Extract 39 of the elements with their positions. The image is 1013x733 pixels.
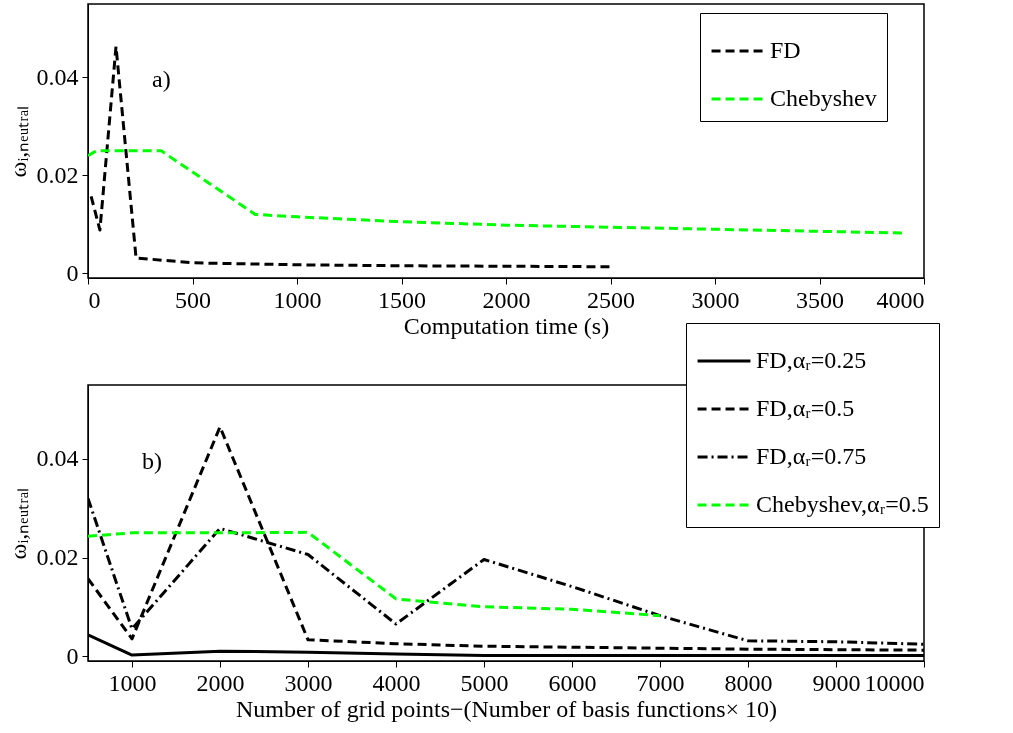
- x-tick-label: 8000: [724, 669, 773, 696]
- legend-label: FD,αᵣ=0.75: [756, 443, 867, 469]
- legend-label: FD,αᵣ=0.25: [756, 347, 867, 373]
- x-tick-label: 6000: [548, 669, 597, 696]
- annotation: a): [152, 66, 171, 92]
- y-tick-label: 0: [66, 642, 79, 669]
- y-tick-label: 0.04: [36, 63, 79, 90]
- y-tick-label: 0.04: [36, 445, 79, 472]
- y-tick-label: 0.02: [36, 161, 79, 188]
- x-tick-label: 1000: [273, 286, 322, 313]
- x-tick-label: 7000: [636, 669, 685, 696]
- x-tick-label: 500: [175, 286, 211, 313]
- legend-label: Chebyshev: [770, 85, 877, 111]
- x-tick-label: 0: [88, 286, 101, 313]
- line-series: [88, 530, 662, 618]
- x-tick-label: 3000: [284, 669, 333, 696]
- annotation: b): [142, 448, 162, 474]
- legend-label: FD,αᵣ=0.5: [756, 395, 855, 421]
- x-tick-label: 5000: [460, 669, 509, 696]
- y-tick-label: 0.02: [36, 544, 79, 570]
- x-axis-title: Number of grid points−(Number of basis functions× 10): [236, 695, 777, 722]
- x-tick-label: 2500: [587, 286, 635, 313]
- x-tick-label: 3500: [796, 286, 844, 313]
- x-tick-label: 2000: [196, 669, 245, 696]
- y-axis-title: ωᵢ,ₙₑᵤₜᵣₐₗ: [4, 487, 31, 560]
- x-tick-label: 9000: [812, 669, 861, 696]
- x-axis-title: Computation time (s): [403, 312, 610, 339]
- x-tick-label: 3000: [691, 286, 740, 313]
- x-tick-label: 1500: [378, 286, 426, 313]
- x-tick-label: 2000: [482, 286, 531, 313]
- x-tick-label: 10000: [864, 669, 925, 696]
- legend-label: Chebyshev,αᵣ=0.5: [756, 491, 929, 517]
- y-tick-label: 0: [66, 259, 79, 286]
- y-axis-title: ωᵢ,ₙₑᵤₜᵣₐₗ: [4, 105, 31, 178]
- legend-label: FD: [770, 37, 801, 63]
- x-tick-label: 4000: [876, 286, 925, 313]
- x-tick-label: 1000: [108, 669, 157, 696]
- x-tick-label: 4000: [372, 669, 421, 696]
- line-series: [88, 149, 905, 235]
